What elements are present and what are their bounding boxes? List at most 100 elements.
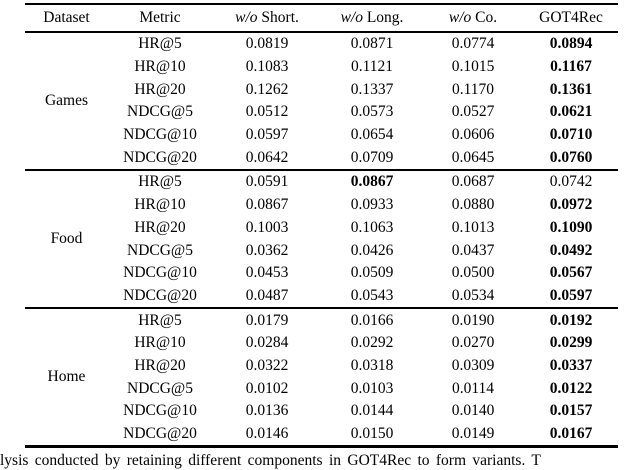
value-cell: 0.0710 <box>549 126 593 144</box>
metric-cell: HR@20 <box>134 80 186 98</box>
value-cell: 0.0894 <box>549 35 593 53</box>
value-cell: 0.0190 <box>422 307 524 332</box>
wo-italic-label: w/o <box>235 9 258 26</box>
value-cell: 0.0136 <box>245 402 289 420</box>
value-cell: 0.0867 <box>322 169 422 194</box>
value-cell: 0.0179 <box>212 307 322 332</box>
metric-cell: NDCG@10 <box>123 264 197 282</box>
table-row: Food HR@5 0.0591 0.0867 0.0687 0.0742 <box>25 169 618 309</box>
ablation-table-container: Dataset Metric w/o Short. w/o Long. w/o Co. G… <box>25 3 618 449</box>
metric-cell: HR@5 <box>108 169 212 194</box>
value-cell: 0.0500 <box>451 264 495 282</box>
header-cell-0: Dataset <box>25 4 108 33</box>
metric-cell: HR@10 <box>134 334 186 352</box>
value-cell: 0.0597 <box>245 126 289 144</box>
table-row: NDCG@10 0.0597 0.0654 0.0606 0.0710 <box>25 124 618 147</box>
value-cell: 0.0573 <box>350 103 394 121</box>
table-row: NDCG@5 0.0512 0.0573 0.0527 0.0621 <box>25 101 618 124</box>
value-cell: 0.0597 <box>549 286 593 304</box>
table-row: HR@20 0.1003 0.1063 0.1013 0.1090 <box>25 217 618 240</box>
value-cell: 0.1121 <box>350 58 394 76</box>
table-row: NDCG@10 0.0136 0.0144 0.0140 0.0157 <box>25 400 618 423</box>
header-row: Dataset Metric w/o Short. w/o Long. w/o Co. G… <box>25 4 618 33</box>
caption-text: lysis conducted by retaining different c… <box>0 452 541 469</box>
value-cell: 0.0645 <box>451 148 495 166</box>
value-cell: 0.0774 <box>451 35 495 53</box>
value-cell: 0.0157 <box>549 402 593 420</box>
value-cell: 0.0140 <box>451 402 495 420</box>
metric-cell: HR@10 <box>134 196 186 214</box>
header-cell-1: Metric <box>108 4 212 33</box>
value-cell: 0.0270 <box>451 334 495 352</box>
table-row: NDCG@20 0.0487 0.0543 0.0534 0.0597 <box>25 285 618 309</box>
value-cell: 0.0146 <box>245 425 289 443</box>
value-cell: 0.0299 <box>549 334 593 352</box>
value-cell: 0.1167 <box>550 58 592 76</box>
value-cell: 0.0509 <box>350 264 394 282</box>
value-cell: 0.0487 <box>245 286 289 304</box>
metric-cell: NDCG@5 <box>127 379 193 397</box>
value-cell: 0.0512 <box>245 103 289 121</box>
table-row: HR@10 0.0284 0.0292 0.0270 0.0299 <box>25 332 618 355</box>
value-cell: 0.0144 <box>350 402 394 420</box>
value-cell: 0.0606 <box>451 126 495 144</box>
metric-cell: HR@20 <box>134 218 186 236</box>
value-cell: 0.0150 <box>350 425 394 443</box>
value-cell: 0.0322 <box>245 356 289 374</box>
value-cell: 0.0292 <box>350 334 394 352</box>
table-row: HR@20 0.1262 0.1337 0.1170 0.1361 <box>25 78 618 101</box>
metric-cell: HR@10 <box>134 58 186 76</box>
value-cell: 0.1063 <box>350 218 394 236</box>
value-cell: 0.0167 <box>549 425 593 443</box>
value-cell: 0.0534 <box>451 286 495 304</box>
value-cell: 0.1170 <box>451 80 495 98</box>
value-cell: 0.1013 <box>451 218 495 236</box>
value-cell: 0.1015 <box>451 58 495 76</box>
value-cell: 0.0709 <box>350 148 394 166</box>
value-cell: 0.0880 <box>451 196 495 214</box>
value-cell: 0.0933 <box>350 196 394 214</box>
table-row: NDCG@5 0.0362 0.0426 0.0437 0.0492 <box>25 239 618 262</box>
value-cell: 0.0543 <box>350 286 394 304</box>
value-cell: 0.0492 <box>549 241 593 259</box>
value-cell: 0.1361 <box>549 80 593 98</box>
value-cell: 0.0867 <box>245 196 289 214</box>
value-cell: 0.0318 <box>350 356 394 374</box>
value-cell: 0.0149 <box>451 425 495 443</box>
value-cell: 0.0102 <box>245 379 289 397</box>
table-row: NDCG@10 0.0453 0.0509 0.0500 0.0567 <box>25 262 618 285</box>
table-row: Home HR@5 0.0179 0.0166 0.0190 0.0192 <box>25 307 618 447</box>
value-cell: 0.1337 <box>350 80 394 98</box>
table-row: NDCG@20 0.0642 0.0709 0.0645 0.0760 <box>25 146 618 170</box>
header-cell-5: GOT4Rec <box>524 4 618 33</box>
ablation-table: Dataset Metric w/o Short. w/o Long. w/o Co. G… <box>25 3 618 449</box>
value-cell: 0.0192 <box>524 307 618 332</box>
table-row: HR@10 0.0867 0.0933 0.0880 0.0972 <box>25 194 618 217</box>
value-cell: 0.0642 <box>245 148 289 166</box>
value-cell: 0.0122 <box>549 379 593 397</box>
metric-cell: NDCG@20 <box>123 425 197 443</box>
metric-cell: NDCG@10 <box>123 126 197 144</box>
metric-cell: NDCG@5 <box>127 241 193 259</box>
value-cell: 0.0760 <box>549 148 593 166</box>
value-cell: 0.0103 <box>350 379 394 397</box>
metric-cell: HR@5 <box>138 35 182 53</box>
value-cell: 0.0871 <box>350 35 394 53</box>
value-cell: 0.0166 <box>322 307 422 332</box>
value-cell: 0.0621 <box>549 103 593 121</box>
dataset-cell: Home <box>25 307 108 447</box>
value-cell: 0.0567 <box>549 264 593 282</box>
value-cell: 0.0687 <box>422 169 524 194</box>
header-cell-3: w/o Long. <box>322 4 422 33</box>
value-cell: 0.0819 <box>245 35 289 53</box>
value-cell: 0.0591 <box>212 169 322 194</box>
value-cell: 0.0337 <box>549 356 593 374</box>
metric-cell: NDCG@20 <box>123 286 197 304</box>
metric-cell: NDCG@5 <box>127 103 193 121</box>
value-cell: 0.0114 <box>451 379 495 397</box>
metric-cell: HR@20 <box>134 356 186 374</box>
value-cell: 0.0527 <box>451 103 495 121</box>
value-cell: 0.0654 <box>350 126 394 144</box>
table-row: NDCG@5 0.0102 0.0103 0.0114 0.0122 <box>25 377 618 400</box>
metric-cell: NDCG@10 <box>123 402 197 420</box>
